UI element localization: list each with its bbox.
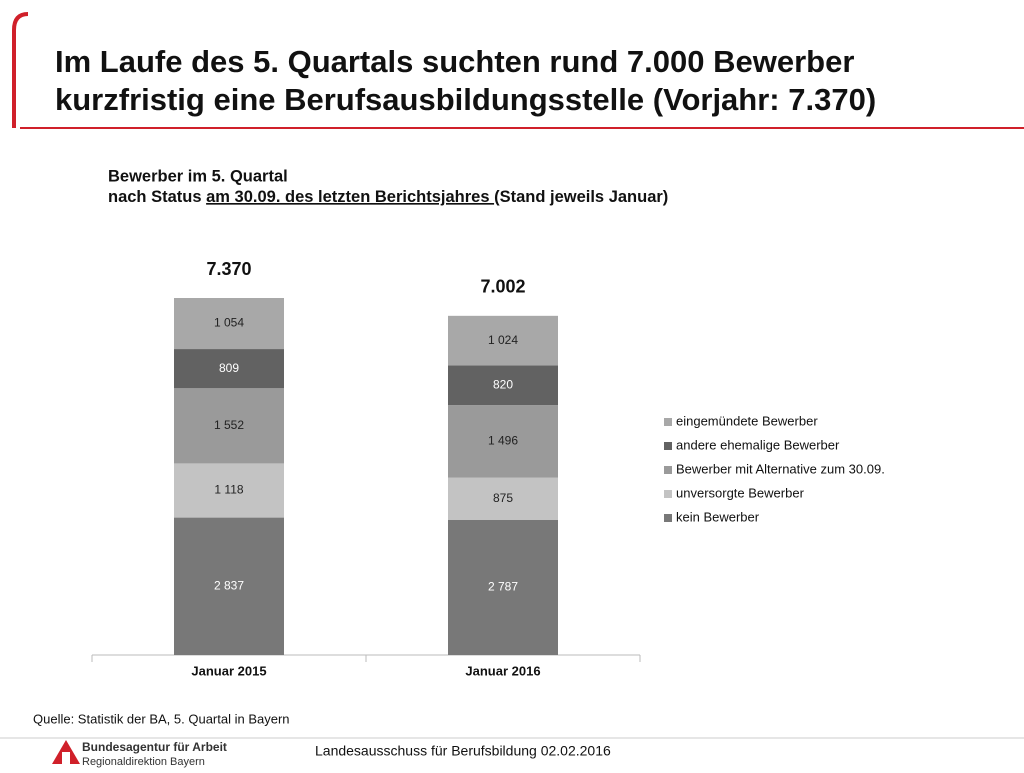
legend-swatch — [664, 490, 672, 498]
data-label: 1 118 — [214, 483, 243, 497]
bar-segment — [174, 349, 284, 389]
logo-text: Regionaldirektion Bayern — [82, 756, 205, 768]
chart-subtitle: Bewerber im 5. Quartal — [108, 167, 288, 185]
legend-swatch — [664, 466, 672, 474]
chart-subtitle: nach Status am 30.09. des letzten Berich… — [108, 188, 668, 206]
legend-swatch — [664, 514, 672, 522]
data-label: 820 — [493, 377, 513, 391]
bar-segment — [448, 519, 558, 655]
bar-segment — [174, 517, 284, 655]
legend-label: andere ehemalige Bewerber — [676, 437, 840, 452]
bar-segment — [448, 315, 558, 366]
footer-event: Landesausschuss für Berufsbildung 02.02.… — [315, 743, 611, 759]
title-line: Im Laufe des 5. Quartals suchten rund 7.… — [55, 44, 854, 79]
bar-segment — [174, 388, 284, 464]
data-label: 875 — [493, 491, 513, 505]
legend-label: eingemündete Bewerber — [676, 413, 818, 428]
title-bracket — [12, 12, 29, 128]
data-label: 1 054 — [214, 316, 244, 330]
data-label: 1 496 — [488, 434, 518, 448]
title-line: kurzfristig eine Berufsausbildungsstelle… — [55, 82, 876, 117]
subtitle-part: am 30.09. des letzten Berichtsjahres — [206, 188, 494, 206]
bar-segment — [174, 298, 284, 350]
legend-swatch — [664, 442, 672, 450]
data-label: 2 787 — [488, 580, 518, 594]
logo-icon — [52, 740, 80, 764]
bar-segment — [448, 365, 558, 406]
subtitle-part: (Stand jeweils Januar) — [494, 188, 668, 206]
chart: Januar 2015 2 837 1 118 1 552 809 1 054 7.370 J… — [91, 259, 885, 678]
bar-segment — [448, 405, 558, 478]
subtitle-part: nach Status — [108, 188, 206, 206]
data-label: 1 552 — [214, 418, 244, 432]
legend-label: Bewerber mit Alternative zum 30.09. — [676, 461, 885, 476]
logo-text: Bundesagentur für Arbeit — [82, 740, 227, 754]
x-tick-label: Januar 2015 — [191, 663, 266, 678]
total-label: 7.370 — [206, 259, 251, 279]
x-tick-label: Januar 2016 — [465, 663, 540, 678]
data-label: 809 — [219, 361, 239, 375]
bar-segment — [448, 477, 558, 520]
legend-swatch — [664, 418, 672, 426]
data-label: 1 024 — [488, 333, 518, 347]
total-label: 7.002 — [480, 277, 525, 297]
legend-label: unversorgte Bewerber — [676, 485, 805, 500]
source-note: Quelle: Statistik der BA, 5. Quartal in … — [33, 711, 290, 726]
legend-label: kein Bewerber — [676, 509, 760, 524]
data-label: 2 837 — [214, 578, 244, 592]
bar-segment — [174, 463, 284, 518]
